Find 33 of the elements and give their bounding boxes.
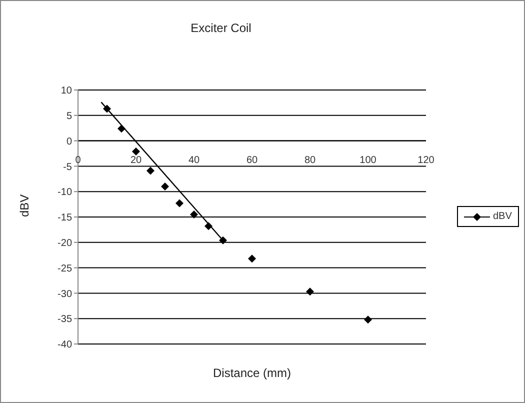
point bbox=[190, 210, 198, 218]
x-axis-title: Distance (mm) bbox=[212, 366, 292, 380]
chart-title: Exciter Coil bbox=[190, 21, 252, 35]
y-tick-label: -40 bbox=[58, 340, 72, 351]
y-tick-label: -20 bbox=[58, 238, 72, 249]
point bbox=[306, 288, 314, 296]
y-tick-label: 10 bbox=[60, 86, 72, 97]
x-tick-label: 80 bbox=[304, 154, 316, 166]
x-tick-label: 120 bbox=[418, 154, 435, 166]
y-tick-label: -10 bbox=[58, 187, 72, 198]
y-tick-label: 0 bbox=[66, 136, 72, 148]
y-tick-label: -5 bbox=[63, 162, 72, 173]
point bbox=[219, 236, 227, 244]
y-tick-label: -30 bbox=[58, 288, 72, 300]
legend-label: dBV bbox=[493, 211, 512, 222]
y-tick-label: -25 bbox=[58, 263, 72, 274]
point bbox=[146, 166, 154, 175]
point bbox=[176, 199, 184, 208]
point bbox=[364, 316, 372, 324]
point bbox=[103, 104, 111, 113]
point bbox=[248, 254, 256, 263]
x-tick-label: 60 bbox=[246, 154, 258, 166]
x-tick-label: 40 bbox=[188, 154, 200, 166]
y-tick-label: 5 bbox=[66, 110, 72, 122]
y-axis-title: dBV bbox=[17, 194, 32, 217]
y-tick-label: -35 bbox=[58, 314, 72, 326]
y-tick-label: -15 bbox=[58, 212, 72, 224]
point bbox=[161, 182, 169, 191]
x-tick-label: 20 bbox=[130, 154, 142, 166]
point bbox=[118, 124, 126, 133]
point bbox=[132, 147, 140, 156]
x-tick-label: 100 bbox=[360, 154, 377, 166]
point bbox=[204, 222, 212, 230]
